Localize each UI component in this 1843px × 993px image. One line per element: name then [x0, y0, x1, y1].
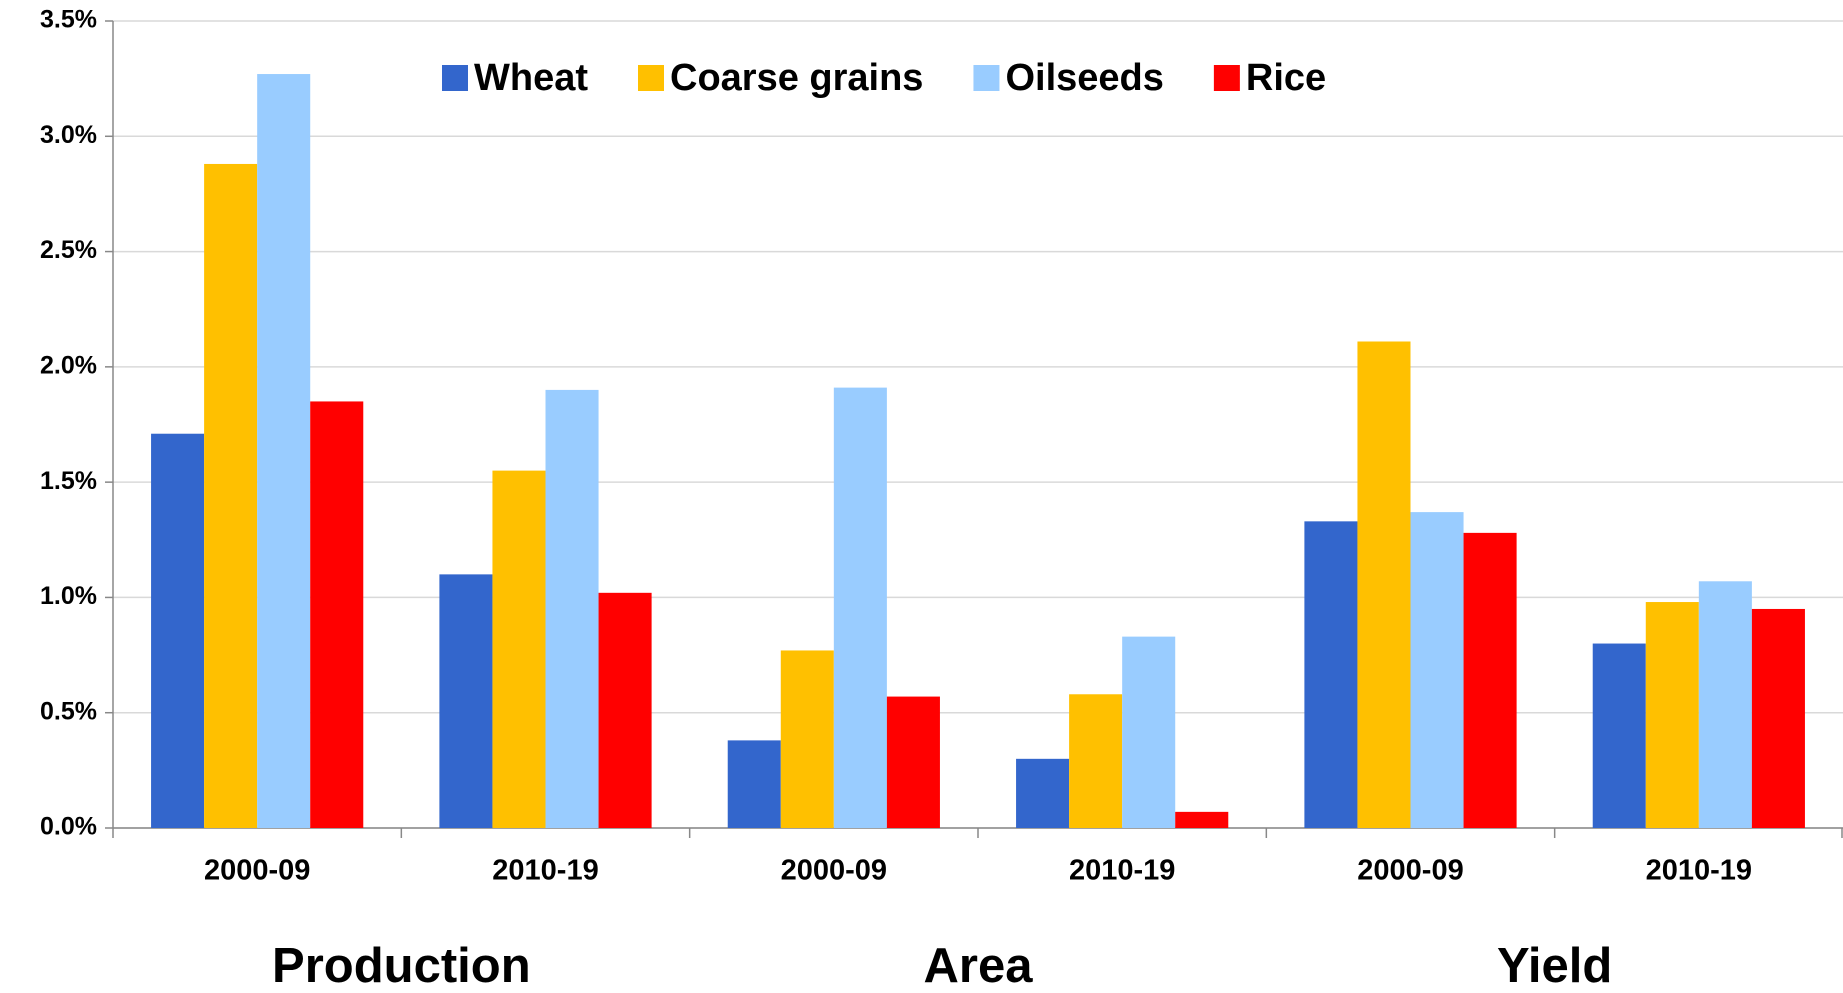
- bar: [1357, 341, 1411, 828]
- bar: [1175, 811, 1229, 828]
- bar: [1410, 512, 1464, 828]
- bar: [151, 433, 205, 828]
- legend-label: Wheat: [474, 57, 588, 99]
- legend-swatch: [1213, 65, 1240, 91]
- bar: [1751, 608, 1805, 828]
- bar: [1069, 694, 1123, 828]
- bar: [886, 696, 940, 828]
- y-tick-label: 0.0%: [40, 813, 97, 841]
- legend-label: Oilseeds: [1005, 57, 1163, 99]
- bar: [545, 389, 599, 828]
- x-tick-label: 2010-19: [1069, 855, 1175, 887]
- group-label: Area: [924, 939, 1034, 993]
- y-tick-label: 1.5%: [40, 467, 97, 495]
- y-tick-label: 3.5%: [40, 6, 97, 34]
- bar: [492, 470, 546, 828]
- y-tick-label: 2.0%: [40, 351, 97, 379]
- bar: [1463, 532, 1517, 828]
- bar: [1645, 602, 1699, 828]
- bar: [780, 650, 834, 828]
- group-label: Yield: [1497, 939, 1612, 993]
- bar: [1122, 636, 1176, 828]
- bar: [727, 740, 781, 828]
- y-tick-label: 0.5%: [40, 697, 97, 725]
- bar: [833, 387, 887, 828]
- legend-swatch: [638, 65, 664, 91]
- bar: [310, 401, 364, 828]
- legend-swatch: [442, 65, 468, 91]
- group-label: Production: [272, 939, 531, 993]
- x-tick-label: 2000-09: [1357, 855, 1463, 887]
- legend-label: Rice: [1246, 57, 1326, 99]
- legend-label: Coarse grains: [670, 57, 923, 99]
- y-tick-label: 3.0%: [40, 121, 97, 149]
- x-tick-label: 2010-19: [1646, 855, 1752, 887]
- bar: [439, 574, 493, 828]
- y-tick-label: 1.0%: [40, 582, 97, 610]
- bar: [598, 592, 652, 828]
- x-tick-label: 2010-19: [492, 855, 598, 887]
- bar: [204, 163, 258, 828]
- bar: [1016, 758, 1070, 828]
- bar: [1304, 521, 1358, 828]
- legend-swatch: [973, 65, 1000, 91]
- x-tick-label: 2000-09: [204, 855, 310, 887]
- bar: [1592, 643, 1646, 828]
- x-tick-label: 2000-09: [781, 855, 887, 887]
- bar: [1698, 581, 1752, 828]
- bar: [257, 74, 311, 828]
- y-tick-label: 2.5%: [40, 236, 97, 264]
